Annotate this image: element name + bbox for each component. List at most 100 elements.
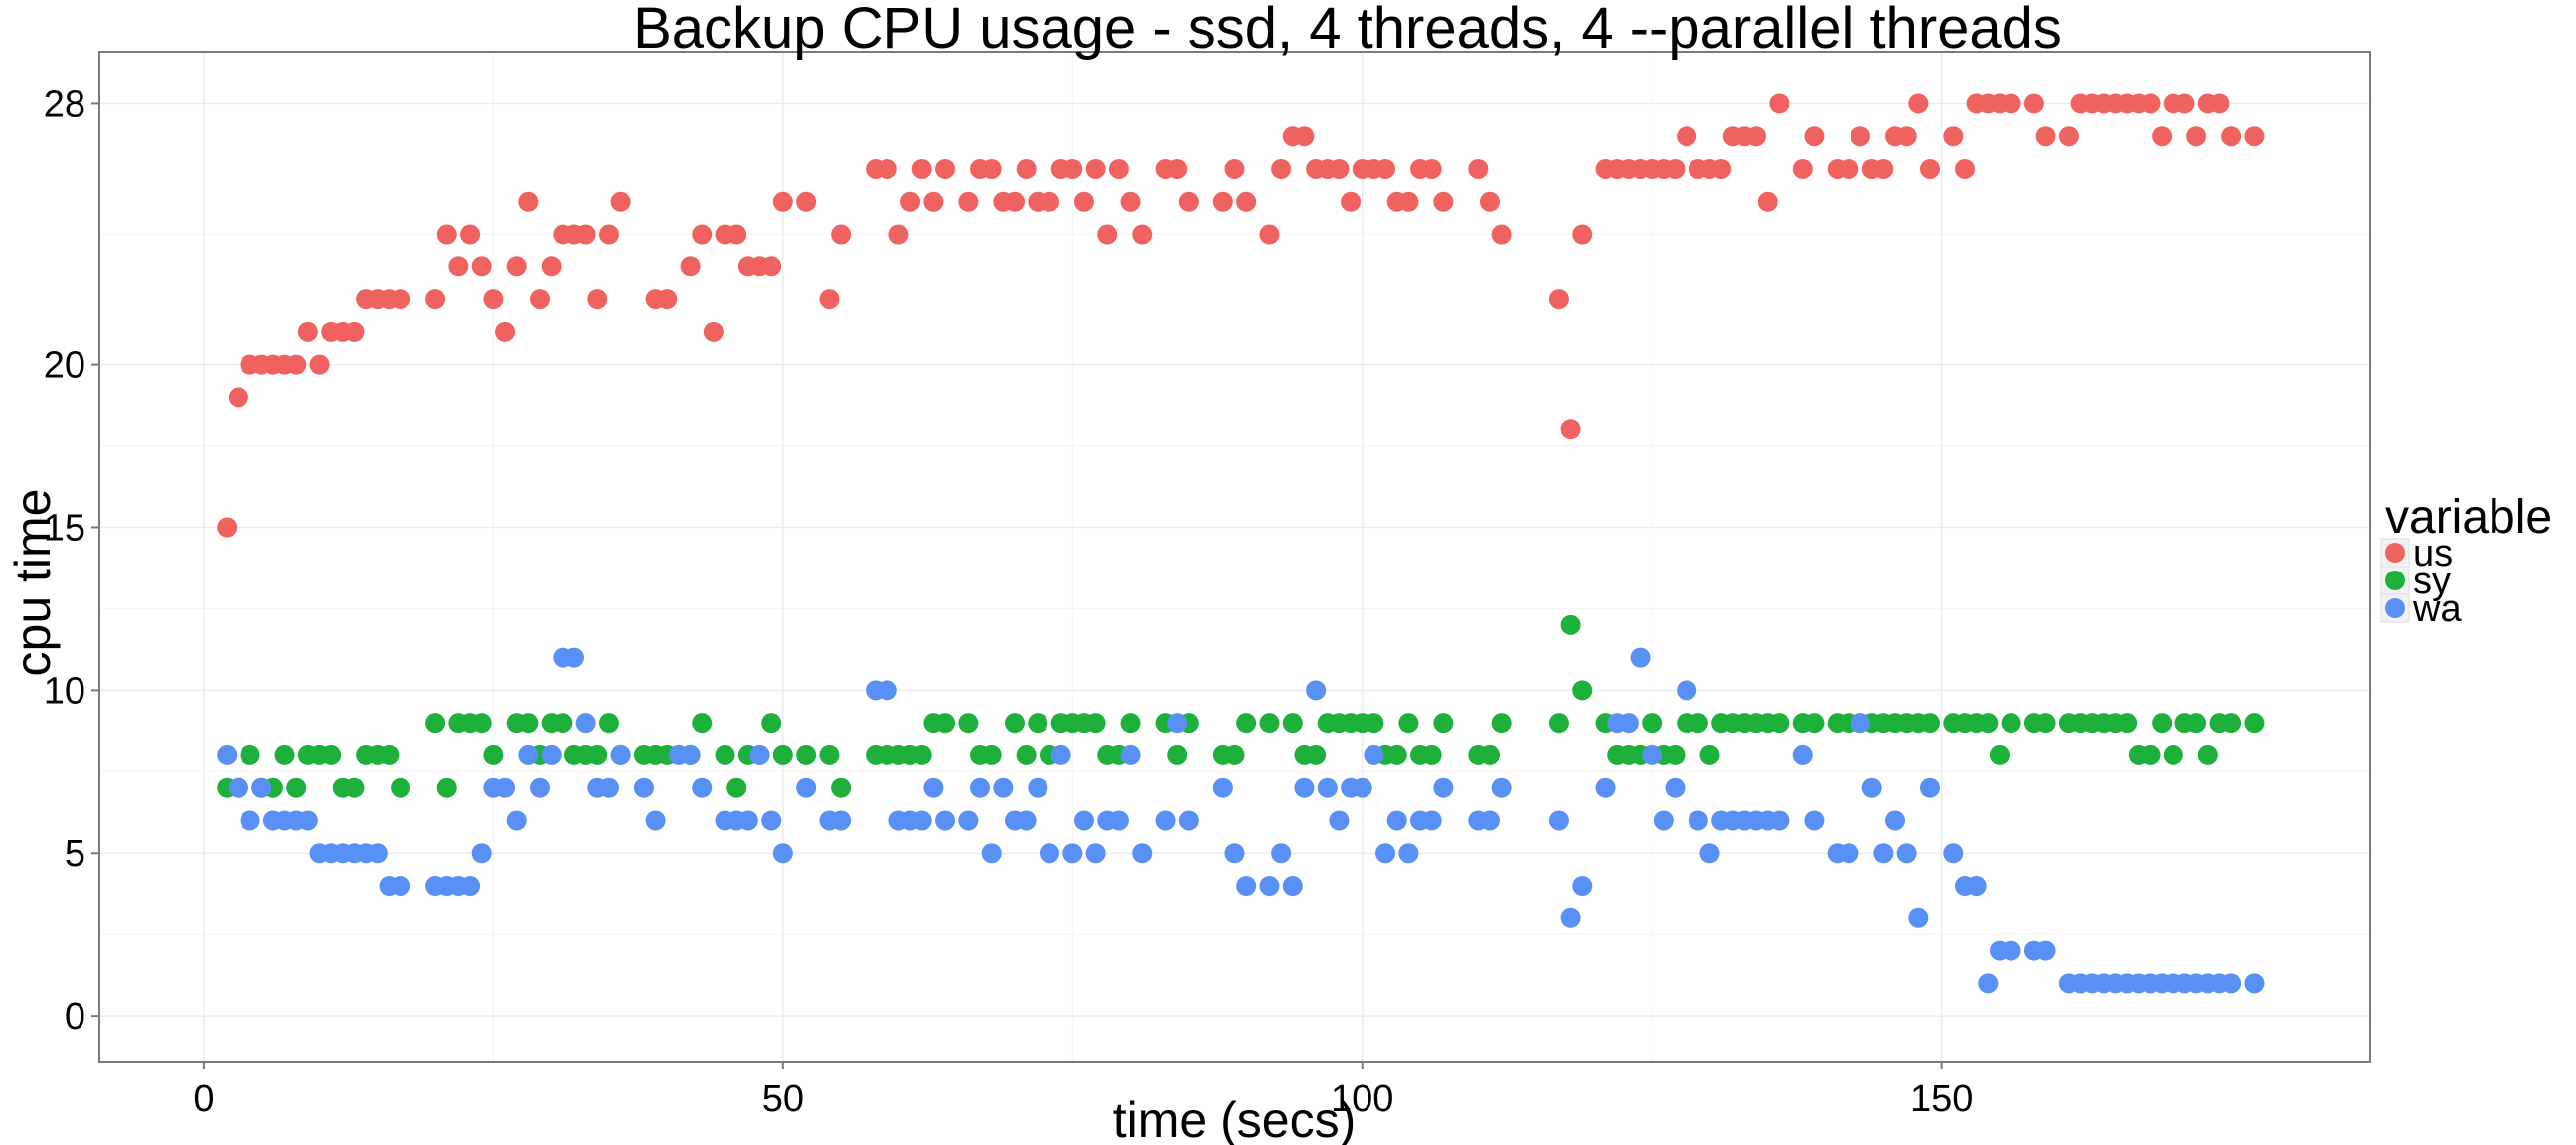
data-point-wa [1677, 680, 1697, 701]
data-point-wa [1050, 744, 1071, 765]
data-point-sy [274, 744, 295, 765]
data-point-sy [1479, 744, 1500, 765]
data-point-wa [1873, 843, 1894, 864]
data-point-wa [1769, 810, 1790, 831]
data-point-us [923, 191, 944, 212]
data-point-us [1908, 93, 1929, 114]
data-point-sy [518, 713, 539, 734]
data-point-wa [1548, 810, 1569, 831]
data-point-us [703, 321, 724, 342]
data-point-us [297, 321, 318, 342]
data-point-us [1120, 191, 1141, 212]
data-point-wa [367, 843, 388, 864]
data-point-sy [911, 744, 932, 765]
data-point-wa [2221, 973, 2242, 994]
data-point-wa [831, 810, 852, 831]
data-point-sy [2186, 713, 2207, 734]
data-point-us [1421, 158, 1442, 179]
data-point-sy [819, 744, 840, 765]
data-point-us [2035, 126, 2056, 147]
data-point-us [530, 289, 551, 310]
data-point-sy [1028, 713, 1048, 734]
data-point-wa [1398, 843, 1419, 864]
data-point-us [1665, 158, 1686, 179]
data-point-us [495, 321, 516, 342]
data-point-us [448, 256, 469, 277]
data-point-wa [1433, 777, 1454, 798]
chart-title: Backup CPU usage - ssd, 4 threads, 4 --p… [633, 0, 2062, 61]
data-point-us [217, 517, 238, 538]
data-point-wa [1282, 876, 1303, 897]
data-point-wa [530, 777, 551, 798]
data-point-us [1132, 224, 1153, 245]
data-point-sy [483, 744, 504, 765]
data-point-wa [737, 810, 758, 831]
data-point-us [1341, 191, 1362, 212]
data-point-us [1491, 224, 1512, 245]
data-point-us [1711, 158, 1732, 179]
data-point-sy [1665, 744, 1686, 765]
data-point-wa [1236, 876, 1257, 897]
data-point-us [1016, 158, 1037, 179]
data-point-us [460, 224, 481, 245]
points-layer [217, 93, 2265, 994]
data-point-sy [471, 713, 492, 734]
data-point-sy [2001, 713, 2021, 734]
data-point-us [344, 321, 365, 342]
data-point-wa [1039, 843, 1059, 864]
data-point-sy [1386, 744, 1407, 765]
data-point-us [1236, 191, 1257, 212]
data-point-sy [1560, 614, 1581, 635]
data-point-us [1398, 191, 1419, 212]
data-point-sy [240, 744, 260, 765]
data-point-wa [506, 810, 527, 831]
data-point-sy [553, 713, 573, 734]
data-point-us [610, 191, 631, 212]
data-point-wa [1317, 777, 1338, 798]
data-point-wa [1364, 744, 1384, 765]
data-point-sy [1491, 713, 1512, 734]
data-point-us [1954, 158, 1975, 179]
data-point-us [877, 158, 897, 179]
data-point-sy [379, 744, 400, 765]
data-point-sy [1688, 713, 1708, 734]
data-point-us [831, 224, 852, 245]
data-point-sy [692, 713, 713, 734]
data-point-us [726, 224, 747, 245]
data-point-wa [1943, 843, 1964, 864]
data-point-wa [1294, 777, 1315, 798]
data-point-us [1919, 158, 1940, 179]
data-point-wa [761, 810, 782, 831]
legend-marker-us [2385, 543, 2405, 563]
data-point-wa [1108, 810, 1129, 831]
data-point-wa [680, 744, 701, 765]
data-point-wa [2001, 940, 2021, 961]
data-point-wa [796, 777, 817, 798]
data-point-us [1085, 158, 1106, 179]
data-point-wa [993, 777, 1014, 798]
data-point-us [1560, 419, 1581, 440]
data-point-us [391, 289, 411, 310]
data-point-us [1004, 191, 1025, 212]
data-point-wa [2244, 973, 2265, 994]
data-point-sy [1259, 713, 1280, 734]
data-point-wa [1572, 876, 1593, 897]
data-point-wa [1630, 647, 1651, 668]
data-point-us [1896, 126, 1917, 147]
data-point-sy [1804, 713, 1825, 734]
data-point-sy [2244, 713, 2265, 734]
data-point-sy [1421, 744, 1442, 765]
data-point-sy [2152, 713, 2173, 734]
data-point-wa [240, 810, 260, 831]
legend-label-sy: sy [2413, 561, 2451, 602]
data-point-us [541, 256, 562, 277]
data-point-us [1677, 126, 1697, 147]
data-point-us [772, 191, 793, 212]
data-point-us [2221, 126, 2242, 147]
legend-marker-wa [2385, 598, 2405, 618]
data-point-us [2023, 93, 2044, 114]
y-tick-label: 28 [44, 83, 85, 125]
data-point-sy [1085, 713, 1106, 734]
data-point-us [1804, 126, 1825, 147]
